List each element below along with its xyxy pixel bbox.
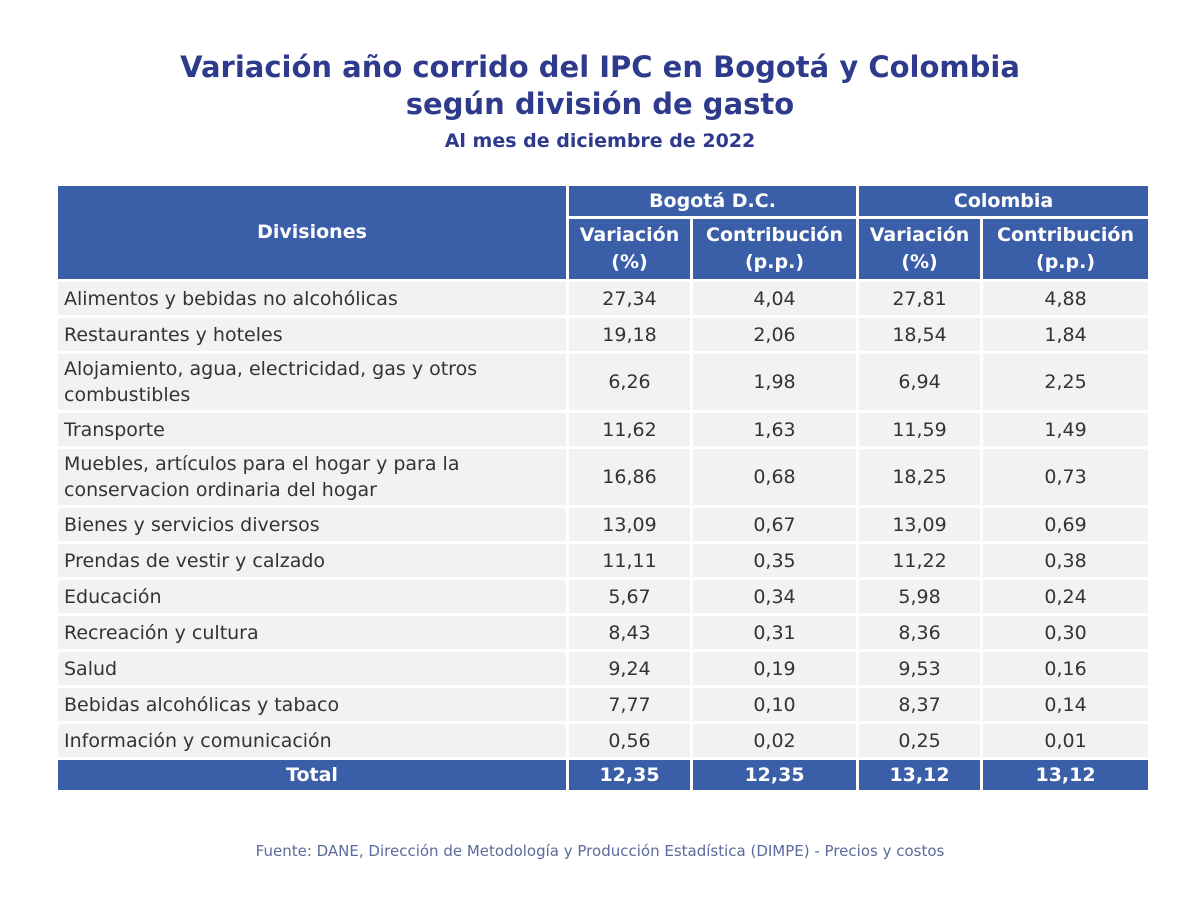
table-row: Bebidas alcohólicas y tabaco 7,77 0,10 8,37… [58, 688, 1149, 721]
subtitle: Al mes de diciembre de 2022 [444, 130, 756, 152]
data-table: Divisiones Bogotá D.C. Colombia Variació… [55, 183, 1151, 793]
row-label: Alimentos y bebidas no alcohólicas [58, 282, 566, 315]
cell-value: 13,09 [569, 508, 690, 541]
row-label: Alojamiento, agua, electricidad, gas y o… [58, 354, 566, 410]
cell-value: 9,53 [859, 652, 981, 685]
cell-value: 0,10 [693, 688, 857, 721]
table-row: Restaurantes y hoteles 19,18 2,06 18,54 1,84 [58, 318, 1149, 351]
cell-value: 0,14 [983, 688, 1149, 721]
cell-value: 0,02 [693, 724, 857, 757]
cell-value: 19,18 [569, 318, 690, 351]
cell-value: 9,24 [569, 652, 690, 685]
cell-value: 6,94 [859, 354, 981, 410]
group-header: Colombia [859, 186, 1149, 216]
cell-value: 0,19 [693, 652, 857, 685]
table-row: Transporte 11,62 1,63 11,59 1,49 [58, 413, 1149, 446]
total-value: 12,35 [693, 760, 857, 790]
cell-value: 5,98 [859, 580, 981, 613]
row-label: Transporte [58, 413, 566, 446]
cell-value: 1,98 [693, 354, 857, 410]
column-header: Variación (%) [859, 219, 981, 279]
cell-value: 0,68 [693, 449, 857, 505]
cell-value: 0,30 [983, 616, 1149, 649]
table-row: Recreación y cultura 8,43 0,31 8,36 0,30 [58, 616, 1149, 649]
cell-value: 8,43 [569, 616, 690, 649]
cell-value: 0,25 [859, 724, 981, 757]
table-row: Bienes y servicios diversos 13,09 0,67 13,0… [58, 508, 1149, 541]
total-value: 12,35 [569, 760, 690, 790]
total-value: 13,12 [859, 760, 981, 790]
row-label: Prendas de vestir y calzado [58, 544, 566, 577]
column-header: Divisiones [58, 186, 566, 279]
table-row: Alimentos y bebidas no alcohólicas 27,34 4… [58, 282, 1149, 315]
table-row: Salud 9,24 0,19 9,53 0,16 [58, 652, 1149, 685]
table-row: Prendas de vestir y calzado 11,11 0,35 11,2… [58, 544, 1149, 577]
table-row: Educación 5,67 0,34 5,98 0,24 [58, 580, 1149, 613]
row-label: Educación [58, 580, 566, 613]
cell-value: 0,38 [983, 544, 1149, 577]
total-label: Total [58, 760, 566, 790]
cell-value: 6,26 [569, 354, 690, 410]
table-row: Alojamiento, agua, electricidad, gas y o… [58, 354, 1149, 410]
cell-value: 11,22 [859, 544, 981, 577]
cell-value: 8,36 [859, 616, 981, 649]
cell-value: 27,34 [569, 282, 690, 315]
total-value: 13,12 [983, 760, 1149, 790]
title: Variación año corrido del IPC en Bogotá … [180, 50, 1020, 84]
table-row: Muebles, artículos para el hogar y para … [58, 449, 1149, 505]
row-label: Recreación y cultura [58, 616, 566, 649]
cell-value: 11,62 [569, 413, 690, 446]
column-header: Contribución (p.p.) [693, 219, 857, 279]
cell-value: 1,84 [983, 318, 1149, 351]
cell-value: 0,34 [693, 580, 857, 613]
cell-value: 8,37 [859, 688, 981, 721]
cell-value: 5,67 [569, 580, 690, 613]
row-label: Restaurantes y hoteles [58, 318, 566, 351]
cell-value: 0,16 [983, 652, 1149, 685]
row-label: Muebles, artículos para el hogar y para … [58, 449, 566, 505]
cell-value: 13,09 [859, 508, 981, 541]
total-row: Total 12,35 12,35 13,12 13,12 [58, 760, 1149, 790]
cell-value: 0,69 [983, 508, 1149, 541]
group-header: Bogotá D.C. [569, 186, 857, 216]
cell-value: 2,06 [693, 318, 857, 351]
row-label: Información y comunicación [58, 724, 566, 757]
cell-value: 1,49 [983, 413, 1149, 446]
row-label: Bienes y servicios diversos [58, 508, 566, 541]
column-header: Variación (%) [569, 219, 690, 279]
cell-value: 0,73 [983, 449, 1149, 505]
cell-value: 4,04 [693, 282, 857, 315]
row-label: Bebidas alcohólicas y tabaco [58, 688, 566, 721]
cell-value: 18,25 [859, 449, 981, 505]
cell-value: 16,86 [569, 449, 690, 505]
cell-value: 11,59 [859, 413, 981, 446]
cell-value: 2,25 [983, 354, 1149, 410]
cell-value: 18,54 [859, 318, 981, 351]
row-label: Salud [58, 652, 566, 685]
source: Fuente: DANE, Dirección de Metodología y… [255, 842, 945, 860]
cell-value: 0,01 [983, 724, 1149, 757]
cell-value: 0,35 [693, 544, 857, 577]
cell-value: 0,56 [569, 724, 690, 757]
column-header: Contribución (p.p.) [983, 219, 1149, 279]
table-row: Información y comunicación 0,56 0,02 0,25 0,… [58, 724, 1149, 757]
cell-value: 1,63 [693, 413, 857, 446]
cell-value: 7,77 [569, 688, 690, 721]
cell-value: 27,81 [859, 282, 981, 315]
cell-value: 4,88 [983, 282, 1149, 315]
cell-value: 11,11 [569, 544, 690, 577]
cell-value: 0,31 [693, 616, 857, 649]
cell-value: 0,67 [693, 508, 857, 541]
cell-value: 0,24 [983, 580, 1149, 613]
title: según división de gasto [405, 87, 795, 121]
